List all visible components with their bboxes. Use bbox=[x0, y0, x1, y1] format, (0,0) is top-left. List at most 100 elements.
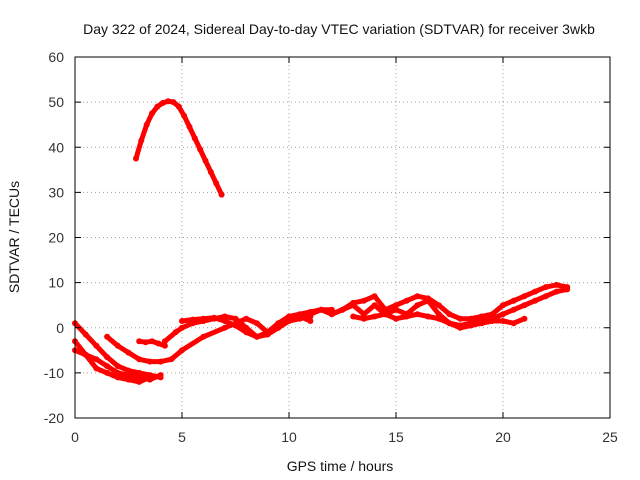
data-point bbox=[500, 302, 506, 309]
data-point bbox=[154, 103, 161, 110]
data-point bbox=[435, 315, 442, 322]
data-point bbox=[360, 311, 367, 318]
x-tick-label: 20 bbox=[495, 429, 511, 445]
y-tick-label: 60 bbox=[48, 49, 64, 65]
data-point bbox=[136, 378, 143, 385]
data-point bbox=[500, 311, 506, 318]
data-point bbox=[532, 297, 539, 304]
data-point bbox=[213, 180, 220, 187]
data-point bbox=[393, 302, 399, 309]
data-point bbox=[172, 329, 179, 336]
data-point bbox=[136, 338, 143, 345]
data-point bbox=[93, 342, 100, 349]
data-point bbox=[125, 372, 132, 379]
data-point bbox=[553, 288, 560, 295]
data-point bbox=[414, 302, 421, 309]
y-tick-label: 40 bbox=[48, 139, 64, 155]
data-point bbox=[403, 297, 410, 304]
x-tick-label: 25 bbox=[602, 429, 618, 445]
data-point bbox=[104, 354, 111, 361]
data-point bbox=[264, 331, 271, 338]
data-point bbox=[136, 374, 143, 381]
y-tick-label: 50 bbox=[48, 94, 64, 110]
data-point bbox=[296, 313, 303, 320]
data-point bbox=[221, 324, 228, 331]
data-point bbox=[307, 311, 314, 318]
data-point bbox=[360, 315, 367, 322]
data-point bbox=[275, 324, 282, 331]
data-point bbox=[403, 313, 410, 320]
data-point bbox=[393, 315, 399, 322]
x-tick-label: 10 bbox=[281, 429, 297, 445]
data-point bbox=[328, 311, 335, 318]
data-point bbox=[143, 121, 150, 128]
data-point bbox=[168, 356, 175, 363]
data-point bbox=[202, 157, 209, 164]
data-point bbox=[142, 339, 149, 346]
data-point bbox=[318, 306, 325, 313]
data-point bbox=[425, 313, 432, 320]
data-point bbox=[553, 281, 560, 288]
data-point bbox=[218, 191, 225, 198]
y-tick-label: 30 bbox=[48, 184, 64, 200]
y-tick-label: -20 bbox=[44, 410, 64, 426]
y-tick-label: -10 bbox=[44, 365, 64, 381]
axis-ticks: 0 5 10 15 20 25 -20 -10 0 10 20 30 40 50 60 bbox=[44, 49, 618, 445]
data-point bbox=[435, 302, 442, 309]
data-point bbox=[114, 369, 121, 376]
data-point bbox=[175, 103, 182, 110]
data-point bbox=[157, 372, 164, 379]
data-point bbox=[446, 320, 453, 327]
data-point bbox=[133, 155, 139, 162]
data-point bbox=[243, 315, 250, 322]
data-point bbox=[350, 313, 357, 320]
data-point bbox=[446, 311, 453, 318]
grid-lines bbox=[75, 57, 610, 418]
data-point bbox=[161, 342, 168, 349]
data-point bbox=[125, 367, 132, 374]
data-point bbox=[243, 329, 250, 336]
data-point bbox=[564, 284, 571, 291]
data-point bbox=[170, 99, 177, 106]
data-point bbox=[207, 169, 214, 176]
data-point bbox=[371, 313, 378, 320]
data-point bbox=[179, 318, 185, 324]
data-point bbox=[360, 297, 367, 304]
series-track-2 bbox=[72, 320, 164, 380]
data-point bbox=[114, 363, 121, 370]
data-point bbox=[500, 318, 506, 324]
data-point bbox=[191, 135, 198, 142]
data-series bbox=[72, 98, 571, 385]
data-point bbox=[200, 333, 207, 340]
data-point bbox=[478, 320, 485, 327]
data-point bbox=[371, 293, 378, 300]
data-point bbox=[232, 322, 239, 329]
y-axis-label: SDTVAR / TECUs bbox=[6, 181, 22, 293]
data-point bbox=[211, 314, 218, 321]
data-point bbox=[232, 315, 239, 322]
data-point bbox=[82, 331, 89, 338]
data-point bbox=[414, 311, 421, 318]
data-point bbox=[165, 98, 172, 105]
data-point bbox=[221, 318, 228, 324]
series-track-11 bbox=[133, 98, 225, 198]
data-point bbox=[104, 333, 111, 340]
y-tick-label: 10 bbox=[48, 275, 64, 291]
data-point bbox=[104, 363, 111, 370]
data-point bbox=[125, 349, 132, 356]
data-point bbox=[521, 315, 528, 322]
data-point bbox=[181, 112, 188, 119]
data-point bbox=[286, 315, 292, 322]
x-axis-label: GPS time / hours bbox=[287, 458, 394, 474]
data-point bbox=[146, 376, 153, 383]
data-point bbox=[189, 316, 196, 323]
data-point bbox=[138, 137, 145, 144]
data-point bbox=[253, 333, 260, 340]
y-tick-label: 20 bbox=[48, 230, 64, 246]
x-tick-label: 0 bbox=[71, 429, 79, 445]
data-point bbox=[339, 306, 346, 313]
data-point bbox=[136, 356, 143, 363]
data-point bbox=[521, 302, 528, 309]
data-point bbox=[149, 338, 155, 345]
